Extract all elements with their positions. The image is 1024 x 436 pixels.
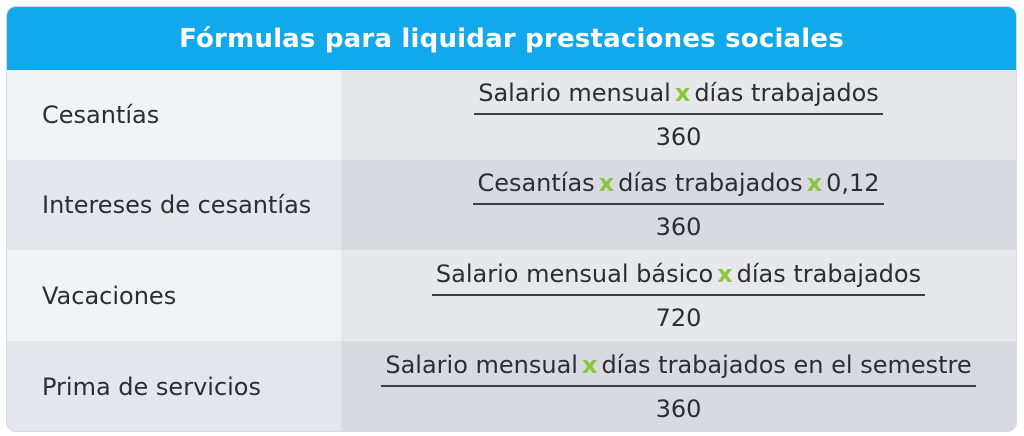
formula-numerator: Salario mensual básico x días trabajados [431,259,926,296]
multiply-operator: x [717,259,733,288]
formula-numerator: Cesantías x días trabajados x 0,12 [473,169,884,205]
multiply-operator: x [806,169,823,197]
row-label: Intereses de cesantías [7,160,341,250]
formula-denominator: 360 [655,213,702,241]
formula-cell: Salario mensual básico x días trabajados 7… [341,250,1016,341]
multiply-operator: x [581,351,598,379]
formula-denominator: 360 [655,395,702,423]
table-row: Prima de servicios Salario mensual x días … [7,341,1016,431]
formula-denominator: 360 [655,123,702,151]
formula-numerator: Salario mensual x días trabajados [474,79,883,115]
row-label: Vacaciones [7,250,341,341]
table-header: Fórmulas para liquidar prestaciones soci… [7,7,1016,70]
formula-denominator: 720 [655,303,702,332]
multiply-operator: x [674,79,691,107]
formulas-table: Fórmulas para liquidar prestaciones soci… [6,6,1017,432]
table-row: Cesantías Salario mensual x días trabajado… [7,70,1016,160]
multiply-operator: x [598,169,615,197]
formula-numerator: Salario mensual x días trabajados en el se… [381,351,976,387]
formula-cell: Salario mensual x días trabajados en el se… [341,341,1016,431]
table-row: Vacaciones Salario mensual básico x días t… [7,250,1016,341]
table-title: Fórmulas para liquidar prestaciones soci… [179,23,844,54]
formula-cell: Salario mensual x días trabajados 360 [341,70,1016,160]
row-label: Cesantías [7,70,341,160]
formula-cell: Cesantías x días trabajados x 0,12 360 [341,160,1016,250]
row-label: Prima de servicios [7,341,341,431]
table-row: Intereses de cesantías Cesantías x días tr… [7,160,1016,250]
